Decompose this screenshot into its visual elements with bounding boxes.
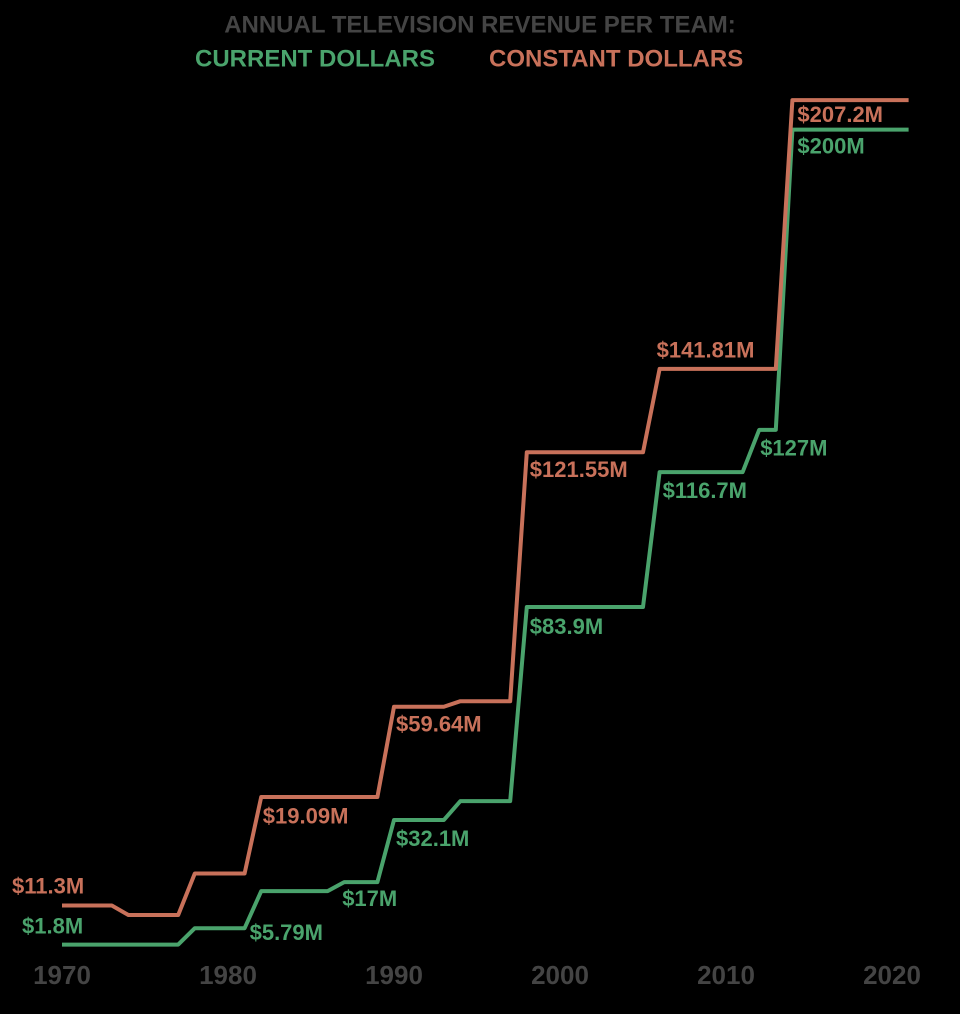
data-label: $207.2M — [797, 102, 883, 127]
x-tick-label: 1990 — [365, 960, 423, 990]
chart-title: ANNUAL TELEVISION REVENUE PER TEAM: — [224, 11, 736, 38]
x-tick-label: 2020 — [863, 960, 921, 990]
data-label: $141.81M — [657, 338, 755, 363]
legend-entry: CONSTANT DOLLARS — [489, 45, 743, 72]
data-label: $59.64M — [396, 712, 482, 737]
series-line — [62, 127, 909, 947]
data-label: $19.09M — [263, 803, 349, 828]
data-label: $121.55M — [530, 457, 628, 482]
x-tick-label: 2010 — [697, 960, 755, 990]
legend-entry: CURRENT DOLLARS — [195, 45, 435, 72]
data-label: $127M — [760, 436, 827, 461]
x-tick-label: 1980 — [199, 960, 257, 990]
data-label: $5.79M — [250, 920, 323, 945]
data-label: $1.8M — [22, 913, 83, 938]
data-label: $11.3M — [12, 873, 84, 898]
x-tick-label: 2000 — [531, 960, 589, 990]
data-label: $200M — [797, 133, 864, 158]
series-line — [62, 98, 909, 917]
data-label: $83.9M — [530, 614, 603, 639]
x-tick-label: 1970 — [33, 960, 91, 990]
data-label: $17M — [342, 886, 397, 911]
data-label: $32.1M — [396, 826, 469, 851]
data-label: $116.7M — [663, 478, 747, 503]
